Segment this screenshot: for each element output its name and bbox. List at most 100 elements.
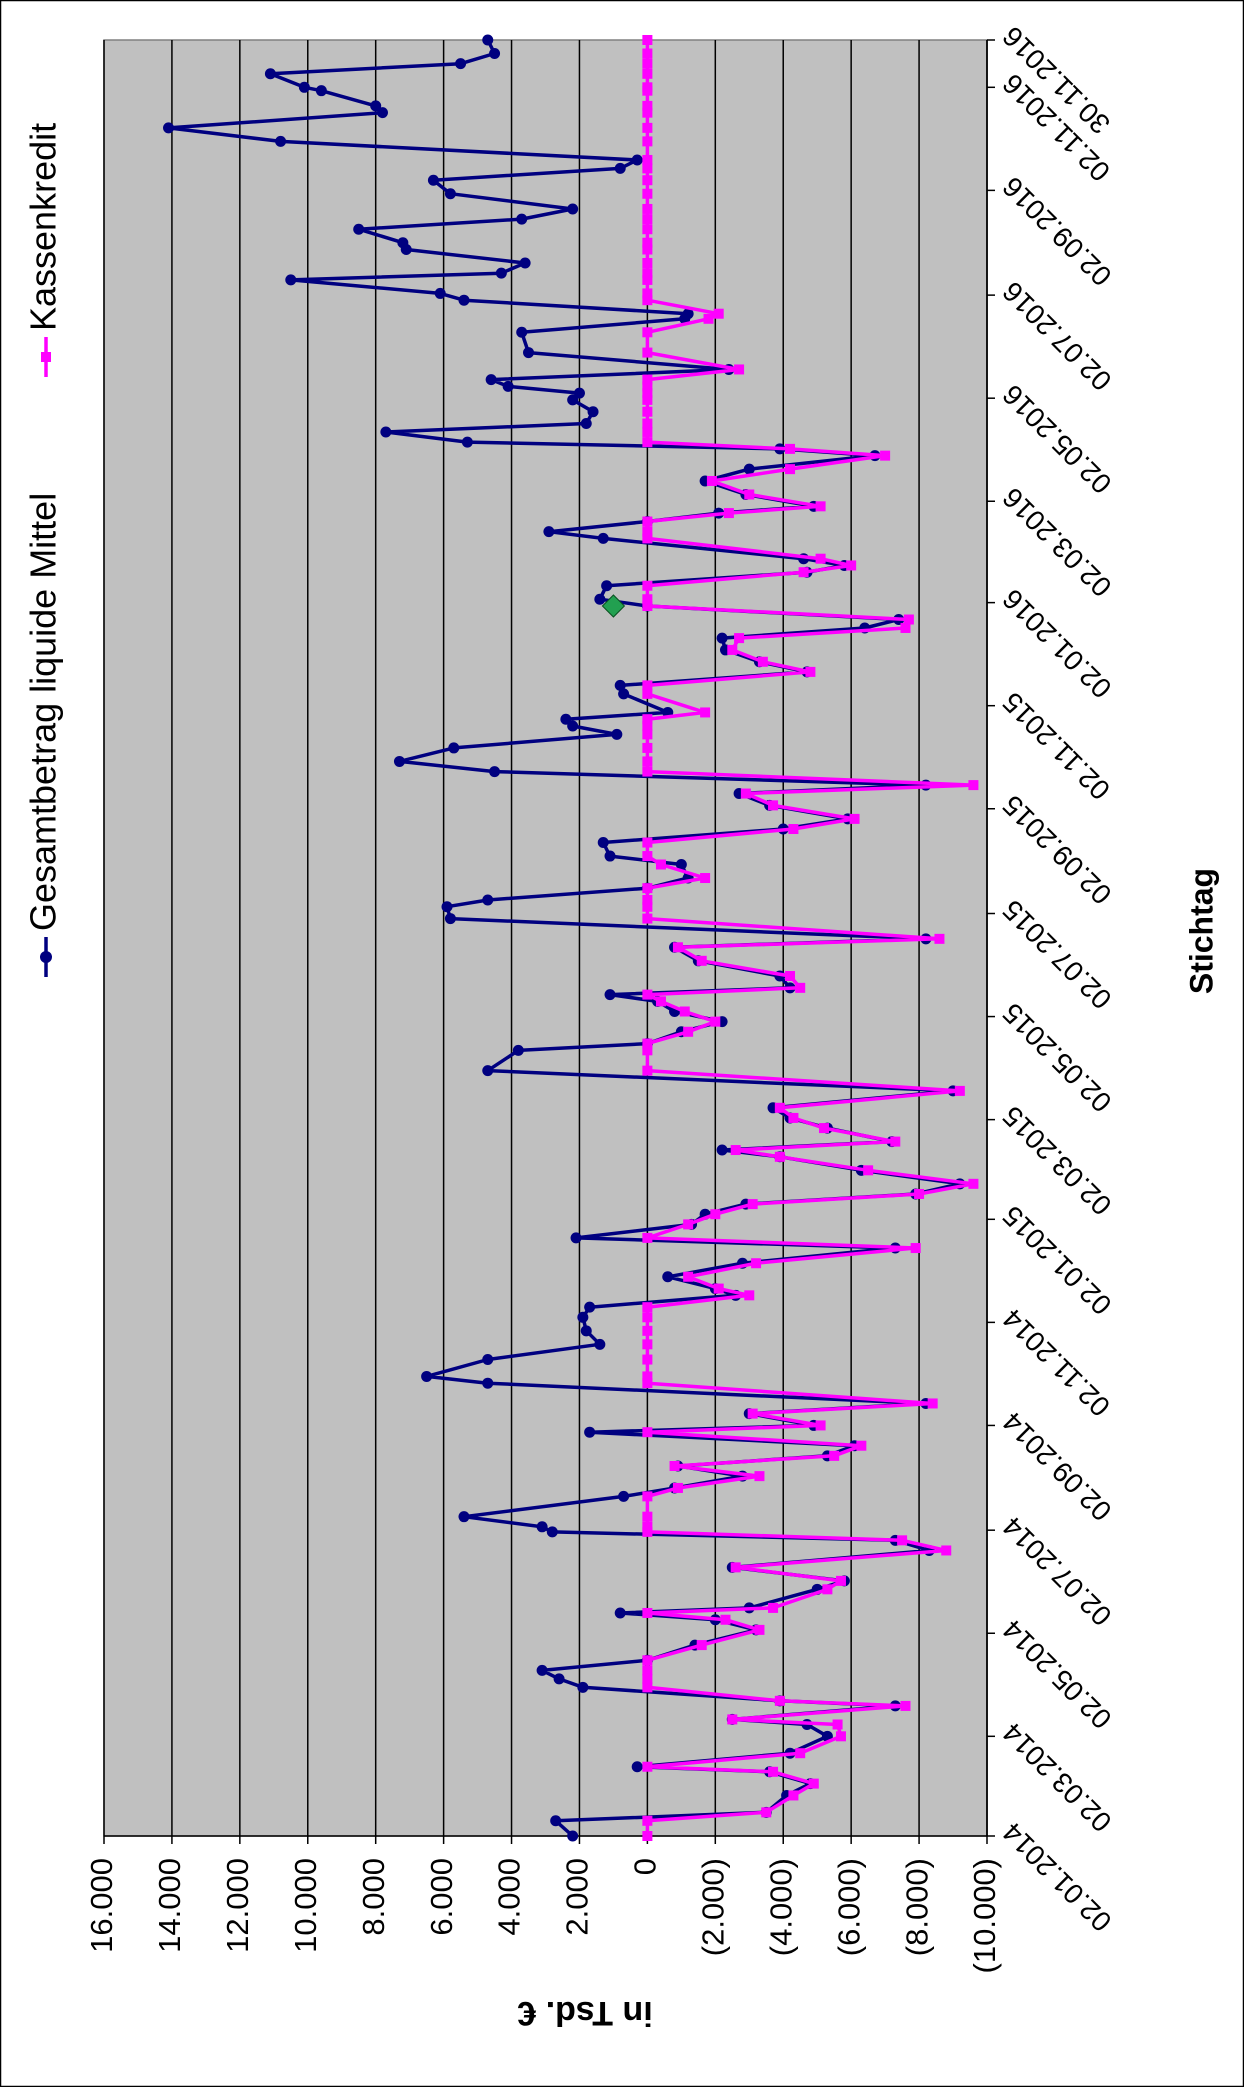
point: [900, 622, 911, 633]
point: [642, 1038, 653, 1049]
point: [730, 1145, 741, 1156]
point: [927, 1398, 938, 1409]
point: [751, 1258, 762, 1269]
point: [642, 894, 653, 905]
point: [846, 560, 857, 571]
y-tick-label: (2.000): [695, 1858, 730, 1956]
point: [774, 1102, 785, 1113]
point: [818, 1123, 829, 1134]
point: [642, 163, 653, 174]
point: [536, 1521, 548, 1533]
point: [577, 1311, 589, 1323]
point: [710, 1209, 721, 1220]
point: [519, 257, 531, 269]
point: [642, 214, 653, 225]
point: [444, 913, 456, 925]
point: [631, 1761, 643, 1773]
point: [642, 426, 653, 437]
point: [482, 1354, 494, 1366]
point: [489, 48, 501, 60]
point: [788, 1112, 799, 1123]
point: [642, 237, 653, 248]
point: [747, 1408, 758, 1419]
point: [536, 1664, 548, 1676]
point: [482, 1065, 494, 1077]
point: [560, 713, 572, 725]
highlight-point: [601, 594, 626, 618]
point: [495, 267, 507, 279]
point: [849, 813, 860, 824]
point: [682, 308, 694, 320]
point: [604, 989, 616, 1001]
point: [734, 364, 745, 375]
point: [785, 443, 796, 454]
point: [642, 989, 653, 1000]
point: [672, 942, 683, 953]
point: [601, 580, 613, 592]
point: [642, 1232, 653, 1243]
point: [614, 162, 626, 174]
point: [798, 567, 809, 578]
point: [642, 1325, 653, 1336]
point: [785, 464, 796, 475]
point: [835, 1731, 846, 1742]
point: [618, 1490, 630, 1502]
y-axis-title: in Tsd. €: [517, 1994, 652, 2032]
point: [642, 418, 653, 429]
point: [434, 287, 446, 299]
plot-area: [103, 39, 988, 1837]
point: [675, 859, 687, 871]
point: [642, 347, 653, 358]
point: [546, 1526, 558, 1538]
point: [642, 1511, 653, 1522]
y-tick-label: 8.000: [356, 1858, 391, 1936]
point: [587, 406, 599, 418]
point: [642, 203, 653, 214]
point: [597, 837, 609, 849]
point: [642, 1761, 653, 1772]
point: [580, 418, 592, 430]
point: [461, 436, 473, 448]
point: [642, 1682, 653, 1693]
point: [655, 859, 666, 870]
point: [502, 380, 514, 392]
point: [655, 996, 666, 1007]
point: [614, 679, 626, 691]
point: [163, 122, 175, 134]
point: [482, 1377, 494, 1389]
point: [604, 850, 616, 862]
point: [716, 632, 728, 644]
y-tick-label: 6.000: [424, 1858, 459, 1936]
point: [740, 788, 751, 799]
point: [642, 374, 653, 385]
point: [642, 258, 653, 269]
y-tick-label: 0: [628, 1858, 663, 1875]
point: [754, 1624, 765, 1635]
point: [642, 526, 653, 537]
point: [795, 1748, 806, 1759]
point: [642, 100, 653, 111]
point: [727, 1714, 738, 1725]
point: [642, 580, 653, 591]
point: [642, 756, 653, 767]
point: [353, 223, 365, 235]
point: [642, 1427, 653, 1438]
point: [968, 1178, 979, 1189]
y-tick-label: 4.000: [492, 1858, 527, 1936]
point: [298, 81, 310, 93]
point: [376, 107, 388, 119]
point: [642, 406, 653, 417]
point: [815, 1420, 826, 1431]
point: [700, 873, 711, 884]
point: [683, 1219, 694, 1230]
point: [642, 766, 653, 777]
point: [805, 666, 816, 677]
point: [642, 1831, 653, 1841]
point: [642, 48, 653, 59]
point: [642, 1815, 653, 1826]
point: [815, 553, 826, 564]
point: [679, 1006, 690, 1017]
y-tick-label: 14.000: [152, 1858, 187, 1953]
point: [723, 508, 734, 519]
